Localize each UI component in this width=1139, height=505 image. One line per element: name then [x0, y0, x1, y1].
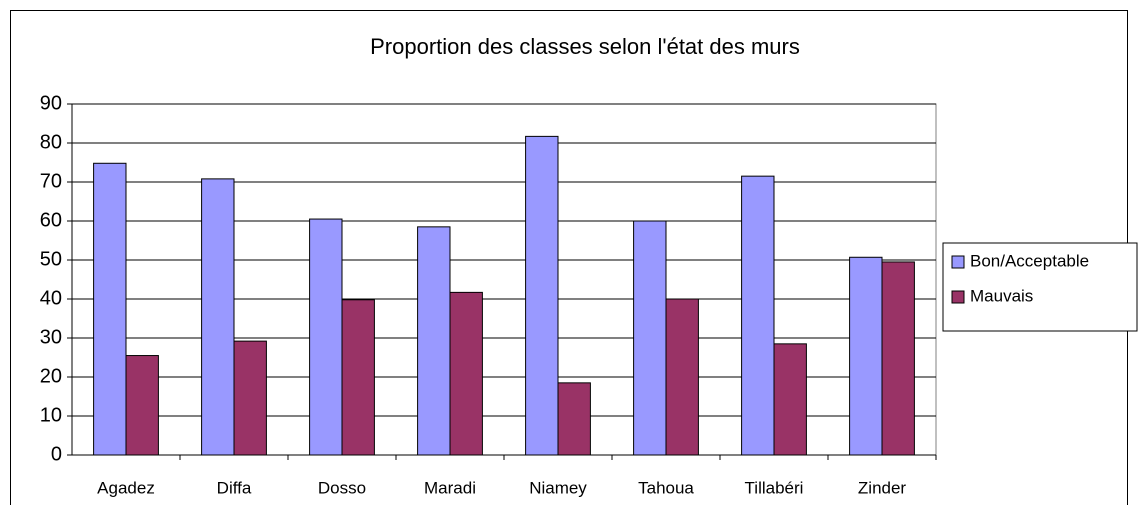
legend-swatch [951, 255, 965, 269]
y-tick-label: 90 [40, 92, 62, 114]
x-tick-label: Tillabéri [745, 478, 804, 497]
bar [773, 343, 807, 456]
bar [741, 175, 775, 456]
legend-box [942, 242, 1138, 332]
chart-title: Proportion des classes selon l'état des … [370, 34, 800, 59]
bar [125, 355, 159, 456]
x-tick-label: Dosso [318, 478, 366, 497]
y-tick-label: 60 [40, 209, 62, 231]
legend-label: Bon/Acceptable [970, 251, 1089, 270]
bar [309, 218, 343, 456]
legend-swatch [951, 290, 965, 304]
bar [849, 256, 883, 456]
bar [525, 135, 559, 456]
bar [233, 340, 267, 456]
x-tick-label: Zinder [858, 478, 907, 497]
y-tick-label: 10 [40, 404, 62, 426]
bar [665, 298, 699, 456]
bar [881, 261, 915, 456]
bar [633, 220, 667, 456]
y-tick-label: 0 [51, 443, 62, 465]
x-tick-label: Tahoua [638, 478, 694, 497]
x-tick-label: Niamey [529, 478, 587, 497]
x-tick-label: Diffa [217, 478, 252, 497]
bar [449, 291, 483, 456]
y-tick-label: 20 [40, 365, 62, 387]
bar [557, 382, 591, 456]
y-tick-label: 50 [40, 248, 62, 270]
y-tick-label: 40 [40, 287, 62, 309]
bar [93, 162, 127, 456]
legend-label: Mauvais [970, 286, 1033, 305]
x-tick-label: Agadez [97, 478, 155, 497]
bar [341, 299, 375, 456]
x-tick-label: Maradi [424, 478, 476, 497]
y-tick-label: 80 [40, 131, 62, 153]
bar [417, 226, 451, 456]
y-tick-label: 70 [40, 170, 62, 192]
y-tick-label: 30 [40, 326, 62, 348]
bar [201, 178, 235, 456]
